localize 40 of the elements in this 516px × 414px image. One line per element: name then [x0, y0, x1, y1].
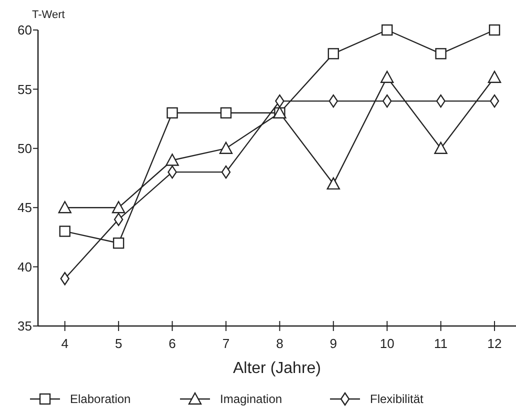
- y-axis-title: T-Wert: [32, 9, 65, 21]
- y-tick-label: 55: [18, 82, 32, 97]
- point: [490, 94, 500, 108]
- y-tick-label: 50: [18, 140, 32, 156]
- point: [219, 142, 233, 154]
- y-tick-label: 60: [18, 22, 32, 38]
- x-tick-label: 12: [487, 336, 502, 351]
- x-axis-title: Alter (Jahre): [232, 360, 322, 377]
- x-tick-label: 5: [114, 336, 122, 351]
- x-tick-label: 4: [61, 336, 68, 351]
- x-tick-label: 7: [222, 336, 230, 351]
- x-tick-label: 10: [380, 336, 394, 351]
- point: [114, 212, 124, 226]
- legend-label: Imagination: [220, 392, 282, 406]
- x-tick-label: 11: [434, 336, 448, 351]
- point: [58, 201, 72, 214]
- point: [434, 142, 448, 154]
- point: [166, 154, 179, 166]
- x-tick-label: 8: [276, 336, 284, 351]
- point: [112, 238, 124, 249]
- point: [166, 107, 178, 118]
- point: [221, 165, 231, 179]
- x-tick-label: 6: [168, 336, 176, 351]
- point: [220, 107, 232, 118]
- y-tick-label: 35: [18, 318, 32, 334]
- point: [488, 70, 502, 83]
- x-tick-label: 9: [330, 336, 338, 351]
- point: [380, 70, 394, 83]
- y-tick-label: 40: [18, 259, 32, 274]
- point: [488, 24, 500, 36]
- legend-label: Elaboration: [70, 392, 131, 406]
- point: [382, 24, 393, 36]
- legend-label: Flexibilität: [370, 392, 424, 406]
- point: [328, 48, 339, 60]
- point: [326, 177, 340, 190]
- point: [59, 226, 70, 237]
- point: [60, 272, 70, 286]
- point: [435, 48, 446, 60]
- y-tick-label: 45: [18, 200, 32, 216]
- point: [112, 201, 126, 214]
